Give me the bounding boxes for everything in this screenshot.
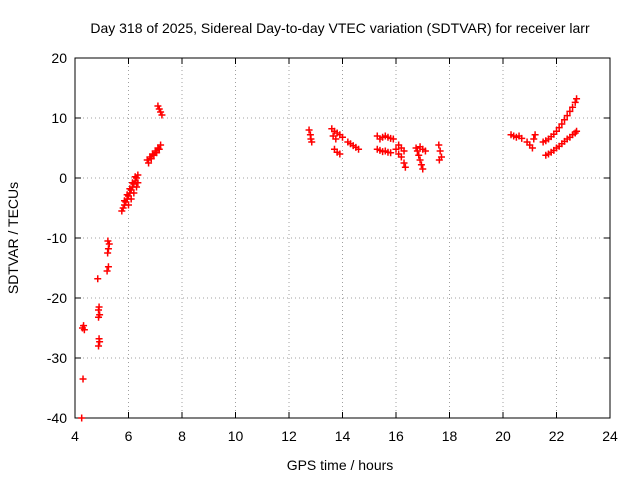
y-tick-label: -30 [47, 350, 67, 366]
data-point [94, 275, 102, 283]
data-point [308, 138, 316, 146]
y-tick-label: 20 [51, 50, 67, 66]
data-point [571, 98, 579, 106]
data-point [389, 135, 397, 143]
data-point [421, 147, 429, 155]
data-point [147, 155, 155, 163]
data-point [332, 135, 340, 143]
data-point [419, 165, 427, 173]
data-point [555, 124, 563, 132]
data-point [553, 127, 560, 135]
data-point [339, 133, 346, 141]
data-point [78, 414, 86, 422]
data-point [155, 145, 163, 153]
data-point [80, 326, 88, 334]
data-point [79, 375, 87, 383]
data-point [130, 189, 138, 197]
data-point [125, 201, 132, 209]
data-point [400, 159, 408, 167]
grid-lines [75, 58, 610, 418]
data-point [397, 153, 405, 161]
x-axis-title: GPS time / hours [287, 457, 394, 473]
data-point [436, 147, 444, 155]
data-point [561, 116, 569, 124]
y-tick-label: 10 [51, 110, 67, 126]
x-tick-label: 10 [228, 428, 244, 444]
x-tick-label: 24 [602, 428, 618, 444]
data-point [158, 111, 166, 119]
y-axis-title: SDTVAR / TECUs [5, 182, 21, 294]
data-point [573, 95, 581, 103]
y-tick-label: 0 [59, 170, 67, 186]
data-point [153, 149, 161, 157]
data-point [530, 135, 538, 143]
x-tick-label: 8 [178, 428, 186, 444]
data-point [531, 131, 539, 139]
data-point [131, 173, 139, 181]
data-point [566, 107, 574, 115]
data-point [104, 249, 112, 257]
y-axis: -40 -30 -20 -10 0 10 20 [47, 50, 610, 426]
data-point [95, 342, 103, 350]
data-point [157, 141, 165, 149]
data-point [518, 134, 526, 142]
data-point [336, 150, 344, 158]
data-point [120, 197, 128, 205]
data-point [573, 127, 581, 135]
data-point [401, 163, 409, 171]
data-point [104, 245, 112, 253]
data-point [127, 195, 135, 203]
data-point [400, 147, 408, 155]
data-point [126, 185, 134, 193]
data-point [435, 156, 443, 164]
data-point [133, 183, 141, 191]
chart-title: Day 318 of 2025, Sidereal Day-to-day VTE… [90, 20, 590, 36]
x-axis: 4 6 8 10 12 14 16 18 20 22 24 [71, 58, 618, 444]
y-tick-label: -10 [47, 230, 67, 246]
data-point [558, 120, 566, 128]
data-point [416, 156, 424, 164]
data-point [413, 147, 421, 155]
x-tick-label: 20 [495, 428, 511, 444]
x-tick-label: 18 [442, 428, 458, 444]
data-point [103, 267, 111, 275]
data-point [355, 145, 363, 153]
data-point [145, 159, 153, 167]
data-point [104, 237, 112, 245]
data-point [387, 149, 395, 157]
data-point [305, 126, 313, 134]
data-point [569, 103, 577, 111]
data-point [123, 191, 131, 199]
data-point [528, 144, 536, 152]
y-tick-label: -40 [47, 410, 67, 426]
data-points [78, 95, 581, 422]
data-point [563, 112, 571, 120]
x-tick-label: 14 [335, 428, 351, 444]
data-point [96, 338, 104, 346]
data-point [392, 145, 400, 153]
data-point [415, 151, 423, 159]
x-tick-label: 4 [71, 428, 79, 444]
y-tick-label: -20 [47, 290, 67, 306]
data-point [134, 179, 142, 187]
data-point [80, 322, 88, 330]
x-tick-label: 22 [549, 428, 565, 444]
data-point [417, 161, 425, 169]
data-point [435, 141, 443, 149]
x-tick-label: 6 [125, 428, 133, 444]
data-point [95, 303, 103, 311]
data-point [95, 313, 103, 321]
data-point [104, 263, 112, 271]
x-tick-label: 12 [281, 428, 297, 444]
x-tick-label: 16 [388, 428, 404, 444]
